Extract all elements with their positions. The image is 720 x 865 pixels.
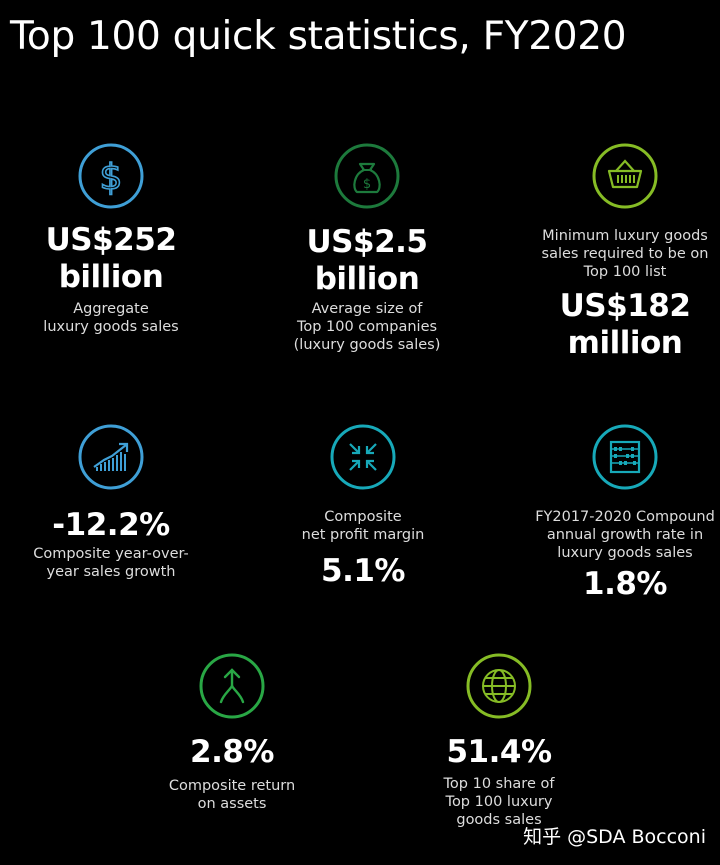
stat-value: million (567, 325, 683, 361)
stat-label: year sales growth (46, 564, 176, 580)
stat-label: Aggregate (73, 301, 149, 317)
svg-text:$: $ (363, 177, 371, 192)
stat-value: billion (314, 261, 420, 297)
abacus-icon (592, 424, 658, 490)
stat-label: Top 10 share of (443, 776, 555, 792)
money-bag-icon: $ (334, 143, 400, 209)
stat-label: Composite year-over- (33, 546, 189, 562)
stat-label: Composite (324, 509, 402, 525)
stat-label: net profit margin (301, 527, 425, 543)
stat-label: luxury goods sales (43, 319, 179, 335)
stat-value: 51.4% (446, 734, 552, 770)
shopping-basket-icon (592, 143, 658, 209)
stat-label: annual growth rate in (546, 527, 704, 543)
stat-label: Top 100 luxury (445, 794, 553, 810)
stat-label: FY2017-2020 Compound (535, 509, 715, 525)
dollar-icon: $ (78, 143, 144, 209)
stat-label: on assets (197, 796, 267, 812)
stat-value: billion (58, 259, 164, 295)
stat-label: (luxury goods sales) (293, 337, 441, 353)
stat-value: 1.8% (583, 566, 667, 602)
growth-chart-icon (78, 424, 144, 490)
stat-value: US$182 (559, 288, 691, 324)
stat-label: Top 100 list (583, 264, 667, 280)
stat-value: 5.1% (321, 553, 405, 589)
stat-value: -12.2% (52, 507, 170, 543)
stat-label: Top 100 companies (296, 319, 438, 335)
stat-label: Minimum luxury goods (542, 228, 708, 244)
stat-value: US$252 (45, 222, 177, 258)
compress-arrows-icon (330, 424, 396, 490)
watermark: 知乎 @SDA Bocconi (523, 826, 706, 848)
stat-label: Composite return (168, 778, 296, 794)
globe-icon (466, 653, 532, 719)
stat-label: luxury goods sales (557, 545, 693, 561)
stat-label: goods sales (456, 812, 542, 828)
page-title: Top 100 quick statistics, FY2020 (10, 14, 627, 59)
stat-value: 2.8% (190, 734, 274, 770)
svg-text:$: $ (100, 157, 123, 198)
merge-arrows-icon (199, 653, 265, 719)
stat-label: Average size of (311, 301, 423, 317)
stat-label: sales required to be on (541, 246, 709, 262)
stat-value: US$2.5 (306, 224, 429, 260)
